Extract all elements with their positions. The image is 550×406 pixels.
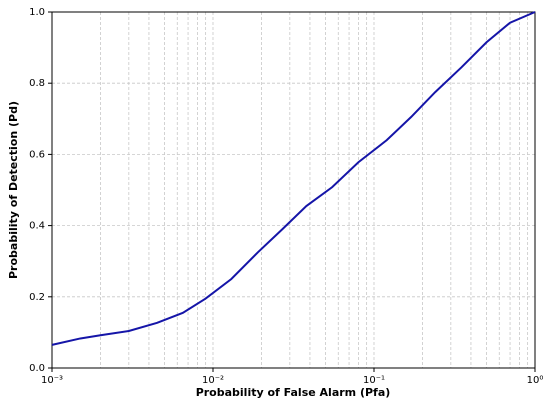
y-tick-label: 0.8: [29, 78, 45, 89]
y-tick-label: 0.6: [29, 149, 45, 160]
y-axis-label: Probability of Detection (Pd): [7, 101, 20, 279]
y-tick-label: 0.4: [29, 221, 45, 232]
x-tick-label: 10⁻³: [41, 375, 63, 386]
data-line: [51, 11, 536, 346]
plot-frame: [51, 11, 536, 369]
y-tick-label: 1.0: [29, 7, 45, 18]
x-tick-label: 10⁰: [527, 375, 544, 386]
x-axis-label: Probability of False Alarm (Pfa): [196, 386, 391, 399]
y-tick-label: 0.0: [29, 363, 45, 374]
x-tick-label: 10⁻¹: [363, 375, 385, 386]
x-tick-label: 10⁻²: [202, 375, 224, 386]
y-tick-label: 0.2: [29, 292, 45, 303]
